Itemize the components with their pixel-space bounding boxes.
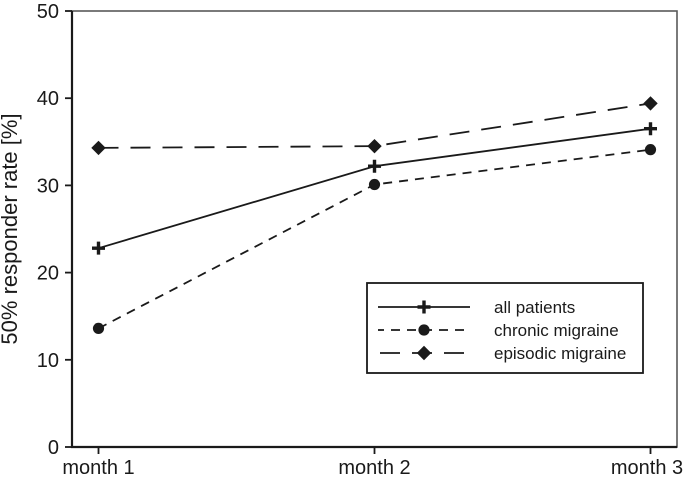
diamond-marker-icon — [643, 96, 658, 111]
y-axis-title: 50% responder rate [%] — [0, 113, 22, 344]
legend-label: episodic migraine — [494, 344, 626, 363]
legend-box — [366, 282, 644, 374]
series-line-episodic-migraine — [98, 102, 651, 149]
plus-marker-icon — [417, 300, 431, 314]
x-axis-ticks: month 1 month 2 month 3 — [62, 447, 683, 479]
legend-item-chronic-migraine: chronic migraine — [378, 321, 619, 340]
circle-marker-icon — [418, 324, 430, 336]
y-tick-label: 30 — [37, 175, 59, 197]
plus-marker-icon — [368, 159, 381, 173]
y-tick-label: 10 — [37, 350, 59, 372]
x-tick-label: month 3 — [611, 457, 683, 479]
series-lines — [91, 96, 658, 335]
y-axis-ticks: 0 10 20 30 40 50 — [37, 1, 72, 459]
y-tick-label: 0 — [48, 437, 59, 459]
y-tick-label: 20 — [37, 263, 59, 285]
plus-marker-icon — [644, 122, 657, 136]
legend-label: chronic migraine — [494, 321, 619, 340]
legend-item-all-patients: all patients — [378, 298, 575, 317]
circle-marker-icon — [92, 322, 105, 335]
legend-item-episodic-migraine: episodic migraine — [378, 344, 626, 363]
x-tick-label: month 1 — [62, 457, 134, 479]
y-tick-label: 40 — [37, 88, 59, 110]
circle-marker-icon — [644, 144, 657, 156]
legend-label: all patients — [494, 298, 575, 317]
circle-marker-icon — [368, 178, 381, 191]
legend: all patients chronic migraine episodic m… — [366, 282, 644, 374]
plus-marker-icon — [92, 241, 105, 255]
diamond-marker-icon — [91, 140, 106, 156]
y-tick-label: 50 — [37, 1, 59, 23]
diamond-marker-icon — [416, 345, 432, 361]
x-tick-label: month 2 — [338, 457, 410, 479]
diamond-marker-icon — [367, 138, 382, 154]
